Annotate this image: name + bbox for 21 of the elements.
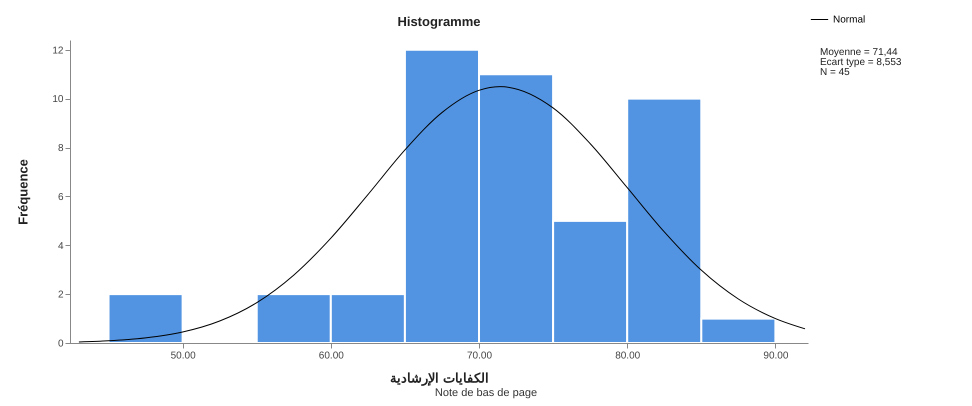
text: Ecart type = 8,553 (820, 57, 902, 68)
line-series (78, 86, 806, 343)
x-tick-label: 60.00 (318, 350, 344, 362)
y-tick-label: 0 (58, 338, 64, 350)
y-tick-label: 4 (58, 240, 64, 252)
x-tick-label: 50.00 (170, 350, 196, 362)
y-tick-label: 6 (58, 192, 64, 203)
x-tick-label: 70.00 (466, 350, 492, 362)
y-tick-label: 8 (58, 143, 64, 154)
y-axis-title: Fréquence (15, 159, 30, 225)
x-axis-title: الكفايات الإرشادية (390, 370, 489, 386)
y-tick-label: 2 (58, 290, 64, 301)
x-tick-label: 80.00 (615, 350, 641, 362)
text: Moyenne = 71,44 (820, 47, 899, 58)
legend-label: Normal (833, 14, 866, 26)
text: Note de bas de page (434, 387, 538, 399)
chart-title: Histogramme (396, 14, 482, 29)
x-tick-label: 90.00 (763, 350, 789, 362)
y-tick-label: 12 (52, 45, 64, 56)
text: N = 45 (820, 67, 850, 78)
y-tick-label: 10 (52, 94, 64, 106)
